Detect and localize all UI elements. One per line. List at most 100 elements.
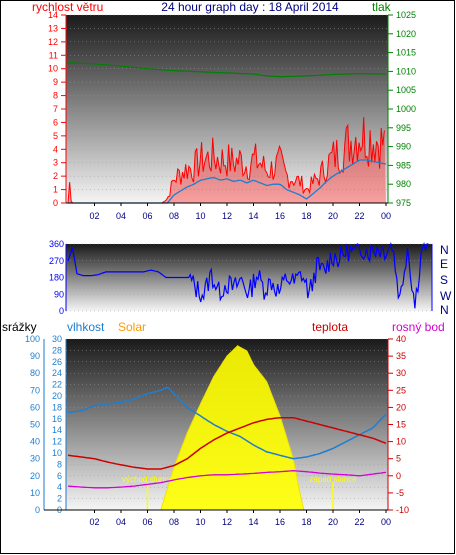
humidity-tick-label: 14 (52, 425, 62, 435)
y2-tick-label: 990 (396, 142, 411, 152)
wind-direction-series (67, 241, 429, 309)
wind-gust-area (68, 117, 386, 203)
y-tick-label: 2 (53, 171, 58, 181)
x-tick-label: 08 (169, 517, 179, 527)
pressure-series (67, 62, 386, 78)
y-tick-label: 14 (48, 10, 58, 20)
y2-tick-label: 1020 (396, 29, 416, 39)
sunrise-label: východ slunce (122, 475, 173, 484)
x-tick-label: 00 (381, 211, 391, 221)
y-tick-label: 90 (54, 289, 64, 299)
dewpoint-series (67, 470, 387, 489)
y-tick-label: 10 (48, 64, 58, 74)
x-tick-label: 16 (275, 517, 285, 527)
x-tick-label: 06 (142, 211, 152, 221)
x-tick-label: 04 (116, 211, 126, 221)
x-tick-label: 10 (195, 517, 205, 527)
y-tick-label: 0 (53, 198, 58, 208)
x-tick-label: 02 (89, 517, 99, 527)
rain-tick-label: 50 (30, 420, 40, 430)
humidity-tick-label: 28 (52, 345, 62, 355)
humidity-tick-label: 8 (57, 459, 62, 469)
temp-tick-label: -5 (396, 488, 404, 498)
temp-tick-label: 30 (396, 368, 406, 378)
humidity-tick-label: 26 (52, 357, 62, 367)
temp-label: teplota (312, 320, 348, 334)
y-tick-label: 13 (48, 23, 58, 33)
y-tick-label: 8 (53, 91, 58, 101)
y2-tick-label: 995 (396, 123, 411, 133)
compass-label: W (440, 289, 452, 303)
humidity-tick-label: 30 (52, 334, 62, 344)
humidity-tick-label: 12 (52, 437, 62, 447)
x-tick-label: 10 (195, 211, 205, 221)
dew-label: rosný bod (392, 320, 445, 334)
rain-tick-label: 80 (30, 368, 40, 378)
x-tick-label: 02 (89, 211, 99, 221)
y-tick-label: 5 (53, 131, 58, 141)
temp-tick-label: 25 (396, 385, 406, 395)
x-tick-label: 14 (248, 211, 258, 221)
solar-area (160, 345, 305, 511)
y-tick-label: 270 (49, 256, 64, 266)
x-tick-label: 22 (354, 211, 364, 221)
rain-tick-label: 70 (30, 385, 40, 395)
compass-label: N (440, 243, 449, 257)
rain-tick-label: 90 (30, 351, 40, 361)
humidity-tick-label: 24 (52, 368, 62, 378)
x-tick-label: 22 (354, 517, 364, 527)
temp-tick-label: 20 (396, 402, 406, 412)
compass-label: S (440, 273, 448, 287)
y-tick-label: 4 (53, 144, 58, 154)
panel-direction-bg (66, 244, 432, 311)
humidity-tick-label: 4 (57, 482, 62, 492)
rain-tick-label: 20 (30, 471, 40, 481)
humidity-tick-label: 18 (52, 402, 62, 412)
header-right-label: tlak (372, 0, 392, 14)
x-tick-label: 00 (381, 517, 391, 527)
humidity-series (67, 386, 387, 460)
y-tick-label: 7 (53, 104, 58, 114)
y2-tick-label: 975 (396, 198, 411, 208)
temp-tick-label: 40 (396, 334, 406, 344)
y2-tick-label: 980 (396, 179, 411, 189)
humidity-tick-label: 10 (52, 448, 62, 458)
x-tick-label: 20 (328, 211, 338, 221)
x-tick-label: 06 (142, 517, 152, 527)
rain-tick-label: 100 (25, 334, 40, 344)
y-tick-label: 9 (53, 77, 58, 87)
rain-tick-label: 30 (30, 454, 40, 464)
humidity-tick-label: 20 (52, 391, 62, 401)
y2-tick-label: 1015 (396, 48, 416, 58)
y2-tick-label: 1025 (396, 10, 416, 20)
rain-tick-label: 10 (30, 488, 40, 498)
x-tick-label: 18 (301, 211, 311, 221)
humidity-label: vlhkost (67, 320, 105, 334)
humidity-tick-label: 2 (57, 494, 62, 504)
temp-tick-label: 0 (396, 471, 401, 481)
x-tick-label: 08 (169, 211, 179, 221)
temp-tick-label: -10 (396, 505, 409, 515)
temp-tick-label: 35 (396, 351, 406, 361)
y-tick-label: 12 (48, 37, 58, 47)
y-tick-label: 11 (49, 50, 58, 60)
chart-marks: 0123456789101112131497598098599099510001… (25, 10, 452, 527)
x-tick-label: 14 (248, 517, 258, 527)
rain-tick-label: 0 (35, 505, 40, 515)
x-tick-label: 04 (116, 517, 126, 527)
y-tick-label: 1 (53, 185, 58, 195)
humidity-tick-label: 6 (57, 471, 62, 481)
compass-label: E (440, 257, 448, 271)
header-left-label: rychlost větru (32, 0, 103, 14)
x-tick-label: 12 (222, 517, 232, 527)
y2-tick-label: 1000 (396, 104, 416, 114)
x-tick-label: 16 (275, 211, 285, 221)
sunset-label: západ slunce (309, 475, 357, 484)
solar-label: Solar (118, 320, 146, 334)
temp-tick-label: 10 (396, 437, 406, 447)
temp-tick-label: 15 (396, 420, 406, 430)
y-tick-label: 360 (49, 239, 64, 249)
x-tick-label: 20 (328, 517, 338, 527)
